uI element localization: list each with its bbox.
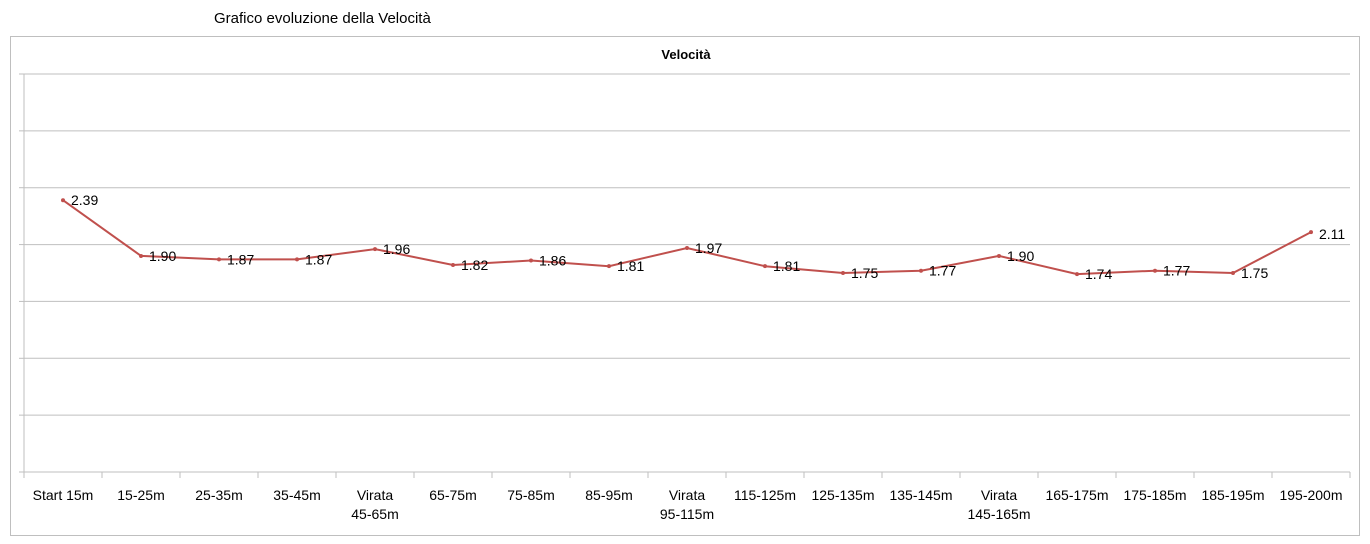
data-point xyxy=(217,257,221,262)
data-point xyxy=(841,271,845,275)
data-label: 1.75 xyxy=(1241,265,1268,281)
x-tick-label: 25-35m xyxy=(195,487,242,503)
page-title: Grafico evoluzione della Velocità xyxy=(214,10,431,27)
x-tick-label: 135-145m xyxy=(889,487,952,503)
x-tick-label: 115-125m xyxy=(734,487,796,503)
gridlines xyxy=(24,73,1350,416)
data-label: 1.77 xyxy=(929,263,956,279)
data-point xyxy=(373,247,377,252)
x-tick-label: 195-200m xyxy=(1279,487,1342,503)
x-tick-label: 35-45m xyxy=(273,487,320,503)
data-label: 1.77 xyxy=(1163,263,1190,279)
x-tick-label: Virata 95-115m xyxy=(660,487,714,522)
data-label: 1.82 xyxy=(461,257,488,273)
data-point xyxy=(685,245,689,250)
data-label: 1.74 xyxy=(1085,266,1112,282)
x-tick-label: Virata 45-65m xyxy=(351,487,398,522)
data-label: 1.81 xyxy=(773,258,800,274)
data-point xyxy=(451,263,455,268)
chart-area xyxy=(10,36,1360,536)
data-label: 1.97 xyxy=(695,240,722,256)
data-point xyxy=(997,253,1001,258)
x-tick-label: 15-25m xyxy=(117,487,164,503)
data-point xyxy=(607,264,611,269)
data-point xyxy=(1309,230,1313,235)
x-tick-label: 125-135m xyxy=(811,487,874,503)
chart-title: Velocità xyxy=(661,47,711,62)
data-label: 1.86 xyxy=(539,252,566,268)
x-axis-tick-labels: Start 15m 15-25m 25-35m 35-45m Virata 45-65m 6… xyxy=(33,487,1343,522)
x-tick-label: 85-95m xyxy=(585,487,632,503)
data-point xyxy=(61,198,65,203)
data-point xyxy=(1153,268,1157,273)
x-tick-label: Start 15m xyxy=(33,487,94,503)
data-label: 1.87 xyxy=(305,251,332,267)
data-label: 1.90 xyxy=(1007,248,1034,264)
data-label: 2.39 xyxy=(71,192,98,208)
x-tick-label: 65-75m xyxy=(429,487,476,503)
data-labels: 2.39 1.90 1.87 1.87 1.96 1.82 1.86 1.81 1.97 1.81… xyxy=(61,192,1345,282)
data-label: 1.87 xyxy=(227,251,254,267)
data-point xyxy=(529,258,533,263)
data-label: 2.11 xyxy=(1319,226,1345,242)
data-label: 1.90 xyxy=(149,248,176,264)
data-point xyxy=(139,253,143,258)
x-tick-label: 75-85m xyxy=(507,487,554,503)
x-tick-label: 185-195m xyxy=(1201,487,1264,503)
data-point xyxy=(1231,271,1235,275)
x-tick-label: 175-185m xyxy=(1123,487,1186,503)
data-label: 1.75 xyxy=(851,265,878,281)
data-label: 1.81 xyxy=(617,258,644,274)
x-tick-label: Virata 145-165m xyxy=(967,487,1030,522)
axes xyxy=(19,73,1351,478)
data-point xyxy=(295,257,299,262)
data-point xyxy=(919,268,923,273)
x-tick-label: 165-175m xyxy=(1045,487,1108,503)
data-point xyxy=(1075,272,1079,277)
data-label: 1.96 xyxy=(383,241,410,257)
data-point xyxy=(763,264,767,269)
